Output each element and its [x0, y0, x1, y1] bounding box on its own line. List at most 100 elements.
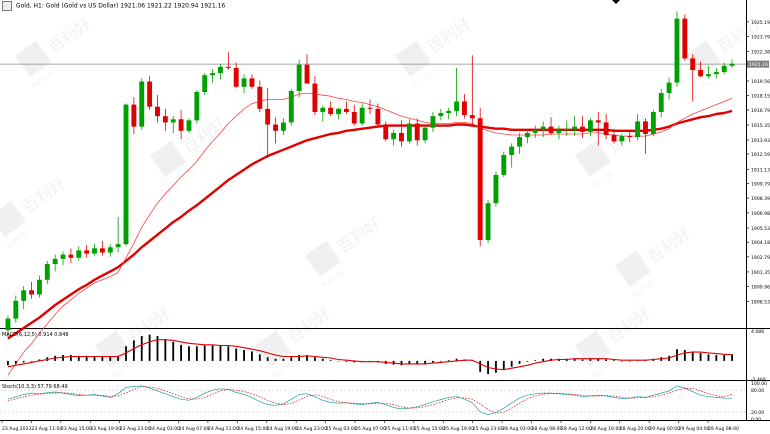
- macd-bar: [432, 360, 434, 363]
- macd-bar: [282, 358, 285, 361]
- x-tick-label: 25 Aug 15:00: [414, 426, 445, 432]
- candle-body: [36, 279, 42, 295]
- candle-body: [430, 116, 436, 128]
- y-tick-label: 1922.38: [751, 49, 770, 55]
- candle-body: [312, 83, 318, 112]
- macd-bar: [219, 345, 222, 361]
- x-tick-label: 23 Aug 2023: [2, 426, 32, 432]
- candle-body: [517, 137, 522, 147]
- x-tick-label: 29 Aug 00:00: [649, 426, 680, 432]
- candle-body: [572, 126, 578, 129]
- macd-bar: [723, 355, 726, 361]
- candle-body: [241, 78, 247, 87]
- macd-bar: [109, 356, 112, 361]
- candle-body: [422, 127, 428, 141]
- macd-bar: [526, 360, 529, 362]
- chart-symbol-title: Gold, H1: Gold (Gold vs US Dollar) 1921.…: [15, 2, 226, 10]
- candle-body: [107, 247, 113, 253]
- stoch-y-tick-label: 0.00: [751, 417, 761, 423]
- macd-label: MACD(6,12,5) 0.914 0.848: [2, 332, 69, 338]
- stoch-label: Stoch(10,3,3) 57.79 68.49: [2, 384, 68, 390]
- candle-body: [501, 154, 507, 175]
- y-tick-label: 1911.13: [751, 167, 770, 173]
- candle-body: [76, 250, 82, 258]
- candle-body: [375, 108, 381, 125]
- candle-body: [44, 264, 50, 280]
- candle-body: [336, 108, 341, 115]
- y-tick-label: 1906.98: [751, 211, 770, 217]
- macd-bar: [495, 360, 497, 373]
- macd-bar: [164, 338, 167, 361]
- macd-bar: [447, 360, 450, 361]
- current-price-value: 1921.16: [749, 62, 768, 68]
- candle-body: [170, 119, 176, 123]
- macd-bar: [589, 358, 592, 361]
- y-tick-label: 1901.35: [751, 270, 770, 276]
- x-tick-label: 25 Aug 11:00: [384, 426, 415, 432]
- macd-bar: [628, 360, 631, 362]
- candle-body: [391, 132, 397, 140]
- macd-bar: [266, 357, 269, 361]
- candle-body: [493, 174, 499, 204]
- macd-bar: [227, 346, 230, 361]
- candle-body: [587, 120, 593, 132]
- chart-symbol-icon[interactable]: [2, 1, 12, 11]
- y-tick-label: 1918.15: [751, 94, 770, 100]
- macd-bar: [573, 358, 576, 361]
- y-tick-label: 1923.79: [751, 35, 770, 41]
- x-tick-label: 28 Aug 12:00: [561, 426, 592, 432]
- candle-body: [359, 107, 365, 124]
- y-tick-label: 1909.79: [751, 181, 770, 187]
- candle-body: [29, 290, 34, 295]
- x-tick-label: 24 Aug 23:00: [296, 426, 327, 432]
- macd-bar: [691, 351, 694, 361]
- candle-body: [68, 254, 74, 258]
- macd-bar: [38, 359, 41, 361]
- macd-bar: [117, 355, 120, 361]
- candle-body: [532, 129, 538, 133]
- macd-bar: [707, 354, 710, 361]
- candle-body: [178, 119, 184, 131]
- macd-bar: [329, 360, 332, 361]
- candle-body: [477, 118, 483, 240]
- x-tick-label: 28 Aug 20:00: [620, 426, 651, 432]
- candle-body: [509, 146, 515, 155]
- macd-bar: [424, 360, 426, 364]
- candle-body: [320, 107, 326, 112]
- stoch-y-tick-label: 20.00: [751, 410, 764, 416]
- scroll-arrow-icon: [612, 0, 620, 4]
- macd-bar: [203, 345, 206, 361]
- macd-bar: [597, 358, 600, 361]
- macd-bar: [156, 336, 159, 361]
- candle-body: [60, 254, 66, 259]
- macd-bar: [337, 360, 340, 362]
- candle-body: [162, 116, 168, 123]
- macd-y-tick-label: 4.086: [751, 329, 764, 335]
- candle-body: [210, 73, 216, 76]
- candle-body: [343, 108, 349, 112]
- candle-body: [721, 65, 727, 73]
- y-tick-label: 1908.39: [751, 196, 770, 202]
- macd-bar: [180, 344, 182, 361]
- candle-body: [218, 66, 223, 74]
- x-tick-label: 25 Aug 23:00: [473, 426, 504, 432]
- x-tick-label: 23 Aug 19:00: [90, 426, 121, 432]
- y-tick-label: 1913.93: [751, 138, 770, 144]
- candle-body: [469, 115, 475, 119]
- macd-y-tick-label: -2.468: [751, 377, 766, 383]
- candle-body: [729, 63, 735, 66]
- chart-header: Gold, H1: Gold (Gold vs US Dollar) 1921.…: [2, 1, 225, 11]
- macd-bar: [605, 359, 608, 361]
- candle-body: [225, 66, 231, 68]
- macd-bar: [243, 349, 245, 361]
- candle-body: [713, 72, 719, 75]
- x-tick-label: 28 Aug 08:00: [532, 426, 563, 432]
- macd-bar: [518, 360, 521, 364]
- candle-body: [52, 258, 58, 265]
- candle-body: [84, 250, 90, 254]
- macd-bar: [290, 357, 293, 361]
- candle-body: [682, 18, 688, 59]
- candle-body: [383, 124, 389, 140]
